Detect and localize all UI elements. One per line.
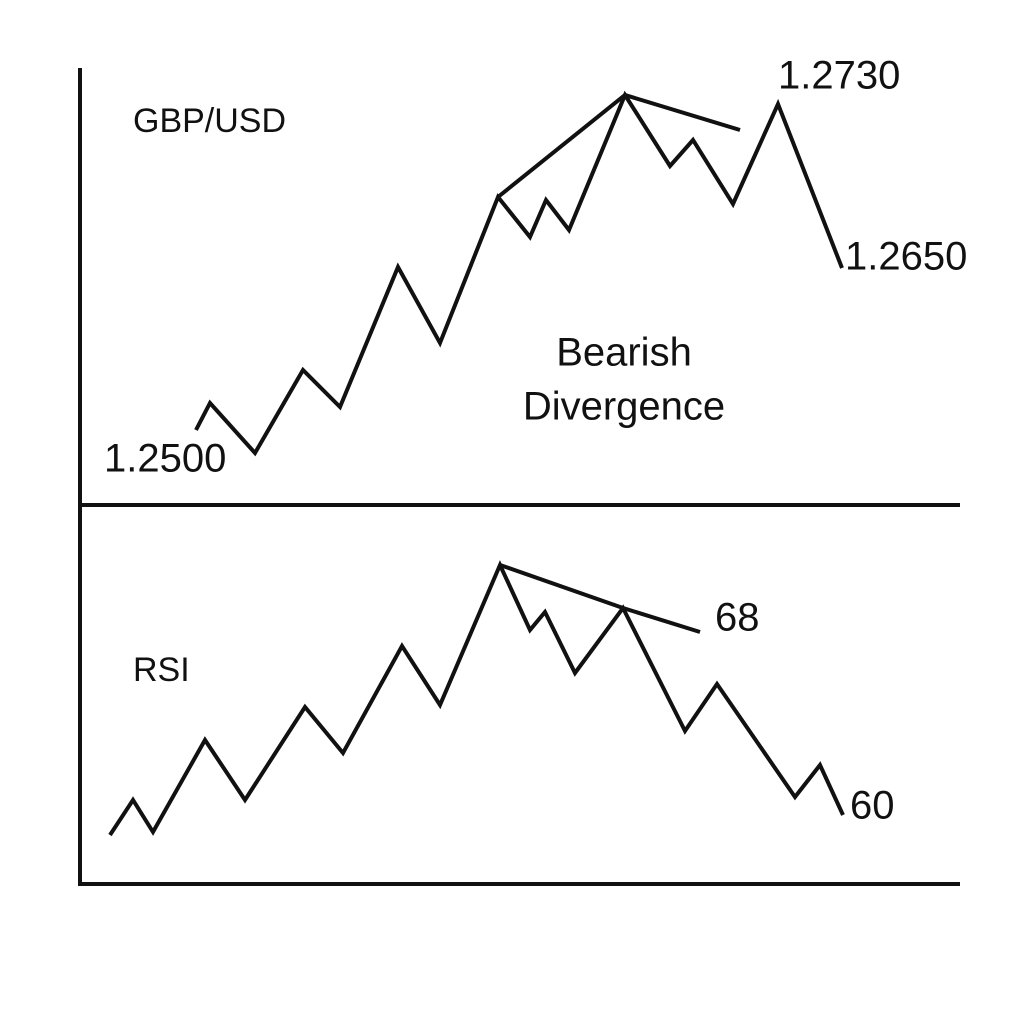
caption-line: Bearish <box>556 331 692 375</box>
price-annotation: 1.2730 <box>778 54 900 98</box>
rsi-annotation: 68 <box>715 596 760 640</box>
caption-line: Divergence <box>523 385 725 429</box>
panel-label: RSI <box>133 651 190 689</box>
price-line <box>194 90 844 457</box>
rsi-annotation: 60 <box>850 784 895 828</box>
price-annotation: 1.2650 <box>845 235 967 279</box>
price-trendline <box>496 92 741 199</box>
rsi-trendline <box>499 563 701 634</box>
panel-label: GBP/USD <box>133 102 286 140</box>
price-annotation: 1.2500 <box>104 437 226 481</box>
